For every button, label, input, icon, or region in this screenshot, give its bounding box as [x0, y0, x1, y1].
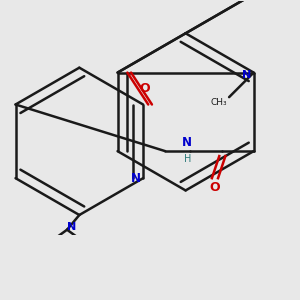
- Text: N: N: [182, 136, 192, 149]
- Text: O: O: [209, 182, 220, 194]
- Text: H: H: [184, 154, 191, 164]
- Text: O: O: [139, 82, 150, 95]
- Text: N: N: [242, 70, 251, 80]
- Text: N: N: [131, 172, 141, 185]
- Text: CH₃: CH₃: [211, 98, 228, 106]
- Text: N: N: [67, 222, 76, 232]
